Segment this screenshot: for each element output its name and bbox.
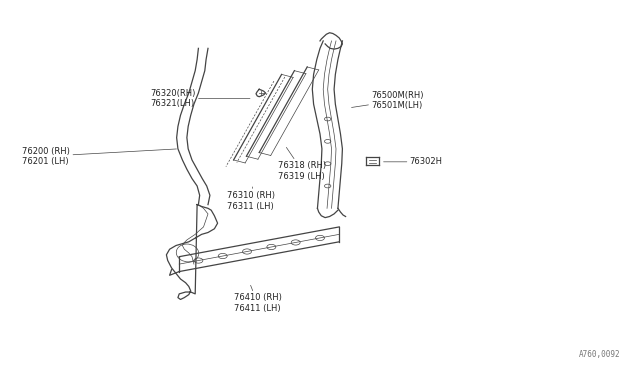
Text: A760,0092: A760,0092 <box>579 350 621 359</box>
Text: 76410 (RH)
76411 (LH): 76410 (RH) 76411 (LH) <box>234 285 282 313</box>
Text: 76200 (RH)
76201 (LH): 76200 (RH) 76201 (LH) <box>22 147 177 166</box>
Text: 76320(RH)
76321(LH): 76320(RH) 76321(LH) <box>150 89 250 108</box>
Text: 76310 (RH)
76311 (LH): 76310 (RH) 76311 (LH) <box>227 187 275 211</box>
Text: 76318 (RH)
76319 (LH): 76318 (RH) 76319 (LH) <box>278 147 326 181</box>
Text: 76500M(RH)
76501M(LH): 76500M(RH) 76501M(LH) <box>351 91 424 110</box>
Text: 76302H: 76302H <box>383 157 443 166</box>
